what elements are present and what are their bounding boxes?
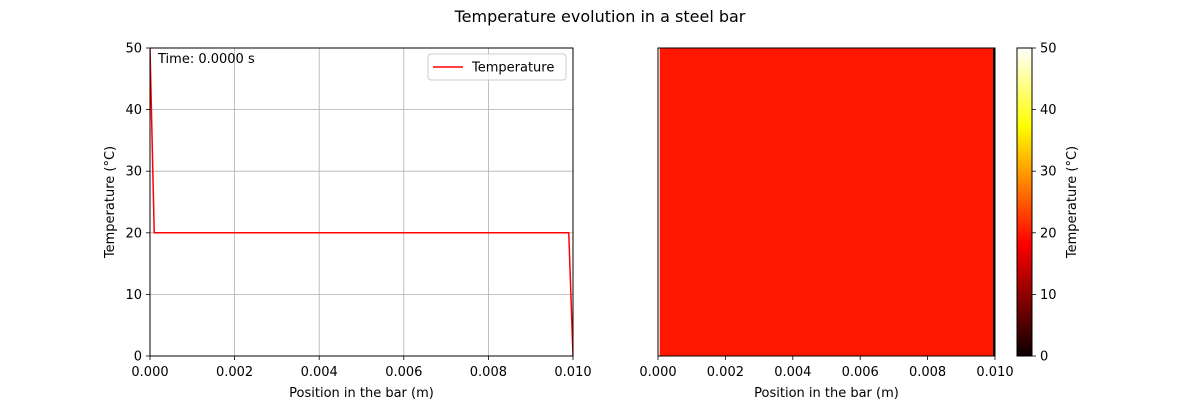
line-chart-x-ticks: 0.000 0.002 0.004 0.006 0.008 0.010 [131,356,592,380]
line-chart-y-label: Temperature (°C) [103,146,118,259]
y-tick-label: 20 [125,226,142,241]
colorbar-tick-label: 30 [1040,165,1057,180]
colorbar-ticks: 0 10 20 30 40 50 [1032,42,1057,365]
heatmap-cell [826,48,994,356]
legend: Temperature [427,53,567,81]
legend-label: Temperature [471,61,554,76]
line-chart-series [150,48,573,356]
colorbar-tick-label: 20 [1040,226,1057,241]
y-tick-label: 50 [125,42,142,57]
x-tick-label: 0.002 [216,365,253,380]
colorbar-frame [1016,47,1033,357]
y-tick-label: 40 [125,103,142,118]
figure-title: Temperature evolution in a steel bar [454,7,746,26]
line-chart-x-label: Position in the bar (m) [289,386,434,400]
colorbar-tick-label: 40 [1040,103,1057,118]
colorbar: 0 10 20 30 40 50 Temperature (°C) [1016,42,1080,365]
time-annotation: Time: 0.0000 s [157,52,255,67]
line-chart-y-ticks: 0 10 20 30 40 50 [125,42,150,365]
y-tick-label: 0 [134,350,142,365]
x-tick-label: 0.008 [470,365,507,380]
legend-box [427,53,567,81]
line-chart: 0.000 0.002 0.004 0.006 0.008 0.010 0 10 20 30 40… [103,42,592,400]
heatmap-cell [659,48,827,356]
heatmap-cell [658,48,660,356]
y-tick-label: 30 [125,165,142,180]
series-line-temperature [150,48,573,356]
heatmap-x-label: Position in the bar (m) [754,386,899,400]
colorbar-tick-label: 50 [1040,42,1057,57]
heatmap-x-tick-label: 0.002 [707,365,744,380]
heatmap-x-tick-label: 0.010 [976,365,1013,380]
x-tick-label: 0.010 [554,365,591,380]
line-chart-grid [149,47,574,357]
heatmap-x-tick-label: 0.008 [909,365,946,380]
heatmap-x-tick-label: 0.006 [842,365,879,380]
x-tick-label: 0.000 [131,365,168,380]
y-tick-label: 10 [125,288,142,303]
heatmap-frame [657,47,996,357]
x-tick-label: 0.006 [385,365,422,380]
line-chart-frame [149,47,574,357]
heatmap-x-tick-label: 0.000 [639,365,676,380]
heatmap-cell [993,48,995,356]
colorbar-tick-label: 10 [1040,288,1057,303]
colorbar-label: Temperature (°C) [1065,146,1080,259]
heatmap-x-tick-label: 0.004 [774,365,811,380]
heatmap-chart: 0.000 0.002 0.004 0.006 0.008 0.010 Position … [639,47,1014,400]
heatmap-cells [658,48,995,356]
x-tick-label: 0.004 [301,365,338,380]
heatmap-x-ticks: 0.000 0.002 0.004 0.006 0.008 0.010 [639,356,1014,380]
colorbar-gradient [1017,48,1032,356]
colorbar-tick-label: 0 [1040,350,1048,365]
